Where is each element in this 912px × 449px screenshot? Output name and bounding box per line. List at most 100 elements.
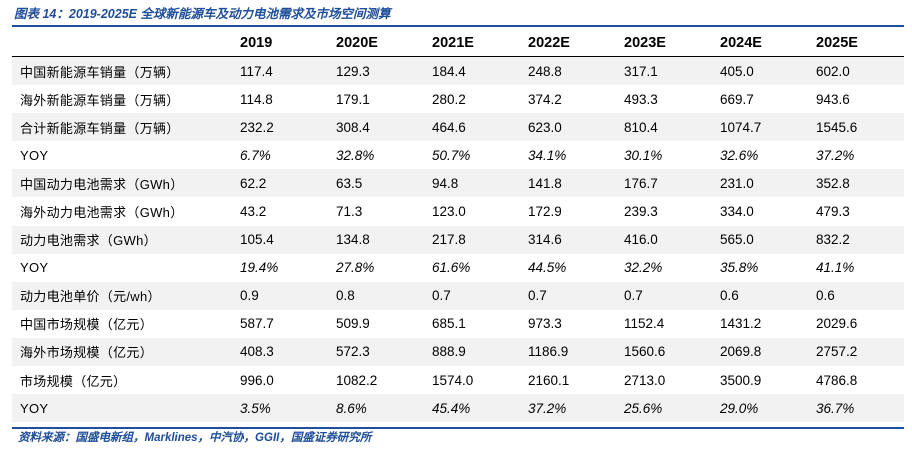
table-cell: 36.7% xyxy=(816,394,904,423)
table-cell: 176.7 xyxy=(624,169,720,198)
table-row: 海外动力电池需求（GWh） 43.2 71.3 123.0 172.9 239.3 334.… xyxy=(12,197,904,225)
table-cell: 41.1% xyxy=(816,260,855,276)
table-cell: 810.4 xyxy=(624,113,720,142)
table-cell: 44.5% xyxy=(528,260,567,276)
column-header: 2020E xyxy=(336,29,432,57)
table-cell: 334.0 xyxy=(720,204,754,220)
row-label: YOY xyxy=(12,394,240,423)
table-body: 中国新能源车销量（万辆） 117.4 129.3 184.4 248.8 317.1 405… xyxy=(12,56,904,423)
table-cell: 32.2% xyxy=(624,260,663,276)
table-cell: 0.6 xyxy=(720,281,816,310)
table-cell: 405.0 xyxy=(720,56,816,86)
table-cell: 37.2% xyxy=(816,147,855,163)
table-cell: 308.4 xyxy=(336,113,432,142)
source-note: 资料来源：国盛电新组，Marklines，中汽协，GGII，国盛证券研究所 xyxy=(18,432,372,444)
table-cell: 8.6% xyxy=(336,394,432,423)
column-header: 2023E xyxy=(624,29,720,57)
table-cell: 2069.8 xyxy=(720,337,816,367)
table-row: YOY 3.5% 8.6% 45.4% 37.2% 25.6% 29.0% 36.7% xyxy=(12,394,904,423)
source-divider xyxy=(12,427,904,429)
table-row: 中国新能源车销量（万辆） 117.4 129.3 184.4 248.8 317.1 405… xyxy=(12,56,904,86)
table-cell: 888.9 xyxy=(432,337,528,367)
table-cell: 4786.8 xyxy=(816,372,858,388)
table-cell: 572.3 xyxy=(336,337,432,367)
table-cell: 248.8 xyxy=(528,56,624,86)
table-cell: 3500.9 xyxy=(720,372,762,388)
table-cell: 317.1 xyxy=(624,56,720,86)
table-cell: 179.1 xyxy=(336,91,370,107)
row-label: 中国新能源车销量（万辆） xyxy=(12,56,240,86)
table-cell: 314.6 xyxy=(528,225,624,254)
table-cell: 184.4 xyxy=(432,56,528,86)
table-cell: 239.3 xyxy=(624,204,658,220)
row-label: YOY xyxy=(20,147,49,163)
table-cell: 114.8 xyxy=(240,91,273,107)
table-cell: 416.0 xyxy=(624,225,720,254)
table-cell: 1152.4 xyxy=(624,316,665,332)
table-cell: 509.9 xyxy=(336,316,370,332)
table-cell: 1431.2 xyxy=(720,316,762,332)
table-cell: 231.0 xyxy=(720,169,816,198)
table-cell: 2757.2 xyxy=(816,337,904,367)
table-row: 海外新能源车销量（万辆） 114.8 179.1 280.2 374.2 493.3 669… xyxy=(12,85,904,113)
table-cell: 43.2 xyxy=(240,204,267,220)
row-label: 海外新能源车销量（万辆） xyxy=(20,92,180,108)
table-cell: 1574.0 xyxy=(432,372,474,388)
table-cell: 35.8% xyxy=(720,260,759,276)
table-cell: 352.8 xyxy=(816,169,904,198)
table-cell: 565.0 xyxy=(720,225,816,254)
table-cell: 0.8 xyxy=(336,281,432,310)
table-cell: 280.2 xyxy=(432,91,466,107)
table-cell: 623.0 xyxy=(528,113,624,142)
table-row: YOY 19.4% 27.8% 61.6% 44.5% 32.2% 35.8% 41.1% xyxy=(12,254,904,282)
table-cell: 50.7% xyxy=(432,147,471,163)
table-row: 市场规模（亿元） 996.0 1082.2 1574.0 2160.1 2713.0 350… xyxy=(12,366,904,394)
table-cell: 587.7 xyxy=(240,316,274,332)
table-cell: 117.4 xyxy=(240,56,336,86)
table-cell: 1082.2 xyxy=(336,372,378,388)
row-label: YOY xyxy=(20,260,49,276)
table-cell: 30.1% xyxy=(624,147,663,163)
table-cell: 141.8 xyxy=(528,169,624,198)
table-cell: 408.3 xyxy=(240,337,336,367)
table-cell: 602.0 xyxy=(816,56,904,86)
row-label: 中国市场规模（亿元） xyxy=(20,317,154,333)
table-cell: 0.7 xyxy=(624,281,720,310)
table-row: YOY 6.7% 32.8% 50.7% 34.1% 30.1% 32.6% 37.2% xyxy=(12,141,904,169)
table-row: 动力电池需求（GWh） 105.4 134.8 217.8 314.6 416.0 565.… xyxy=(12,225,904,254)
table-cell: 217.8 xyxy=(432,225,528,254)
caption-divider xyxy=(12,25,904,27)
table-cell: 1186.9 xyxy=(528,337,624,367)
table-cell: 45.4% xyxy=(432,394,528,423)
table-cell: 1545.6 xyxy=(816,113,904,142)
table-cell: 0.9 xyxy=(240,281,336,310)
table-cell: 973.3 xyxy=(528,316,562,332)
table-row: 合计新能源车销量（万辆） 232.2 308.4 464.6 623.0 810.4 107… xyxy=(12,113,904,142)
table-cell: 232.2 xyxy=(240,113,336,142)
table-cell: 1074.7 xyxy=(720,113,816,142)
table-cell: 172.9 xyxy=(528,204,562,220)
row-label: 中国动力电池需求（GWh） xyxy=(12,169,240,198)
column-header: 2021E xyxy=(432,29,528,57)
table-cell: 943.6 xyxy=(816,91,850,107)
table-cell: 129.3 xyxy=(336,56,432,86)
table-cell: 374.2 xyxy=(528,91,562,107)
table-cell: 464.6 xyxy=(432,113,528,142)
row-label: 海外动力电池需求（GWh） xyxy=(20,205,184,221)
table-cell: 71.3 xyxy=(336,204,363,220)
table-row: 中国动力电池需求（GWh） 62.2 63.5 94.8 141.8 176.7 231.0… xyxy=(12,169,904,198)
row-label: 市场规模（亿元） xyxy=(20,373,127,389)
column-header: 2025E xyxy=(816,29,904,57)
table-cell: 685.1 xyxy=(432,316,466,332)
row-label: 动力电池单价（元/wh） xyxy=(12,281,240,310)
table-cell: 479.3 xyxy=(816,204,850,220)
table-cell: 94.8 xyxy=(432,169,528,198)
table-cell: 2713.0 xyxy=(624,372,666,388)
header-row: 2019 2020E 2021E 2022E 2023E 2024E 2025E xyxy=(12,29,904,57)
table-cell: 19.4% xyxy=(240,260,279,276)
table-cell: 3.5% xyxy=(240,394,336,423)
table-cell: 61.6% xyxy=(432,260,471,276)
table-row: 中国市场规模（亿元） 587.7 509.9 685.1 973.3 1152.4 1431… xyxy=(12,310,904,338)
table-row: 海外市场规模（亿元） 408.3 572.3 888.9 1186.9 1560.6 206… xyxy=(12,337,904,367)
table-cell: 832.2 xyxy=(816,225,904,254)
